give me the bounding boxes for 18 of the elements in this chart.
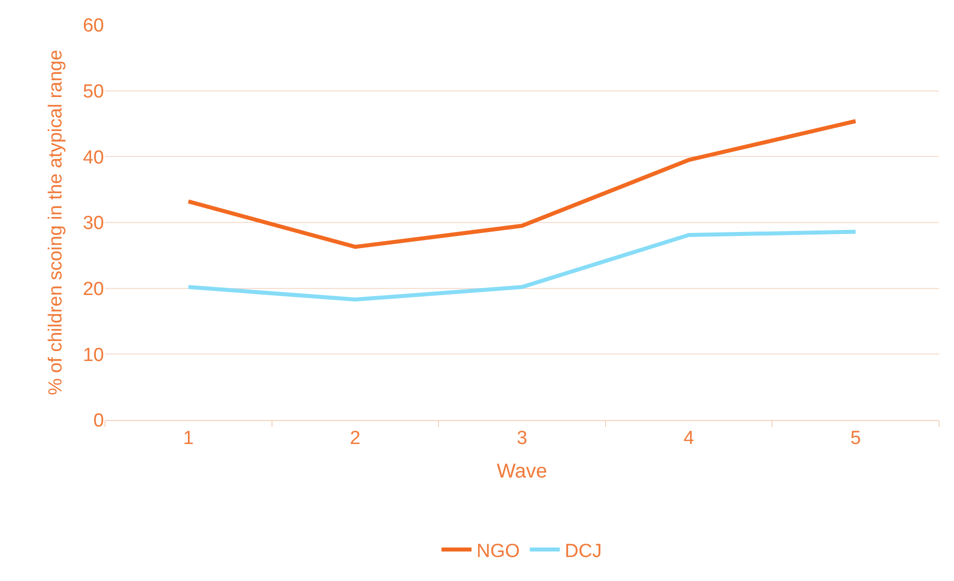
legend-label: DCJ xyxy=(564,540,602,562)
y-tick-label: 20 xyxy=(82,278,104,300)
y-axis-title: % of children scoing in the atypical range xyxy=(46,50,67,396)
x-axis-title: Wave xyxy=(496,460,548,482)
y-tick-label: 40 xyxy=(82,147,104,168)
line-series xyxy=(186,230,858,302)
x-tick-label: 5 xyxy=(850,428,861,449)
x-tick-label: 2 xyxy=(350,428,360,449)
y-tick-label: 60 xyxy=(82,16,104,37)
y-tick-label: 0 xyxy=(93,410,104,432)
x-tick-label: 3 xyxy=(516,428,528,449)
y-tick-label: 10 xyxy=(82,344,104,366)
x-tick-label: 4 xyxy=(684,428,695,449)
legend-label: NGO xyxy=(476,540,520,562)
x-tick-label: 1 xyxy=(183,428,194,449)
y-tick-label: 30 xyxy=(82,213,104,234)
line-series xyxy=(186,119,858,249)
y-tick-label: 50 xyxy=(82,81,104,102)
